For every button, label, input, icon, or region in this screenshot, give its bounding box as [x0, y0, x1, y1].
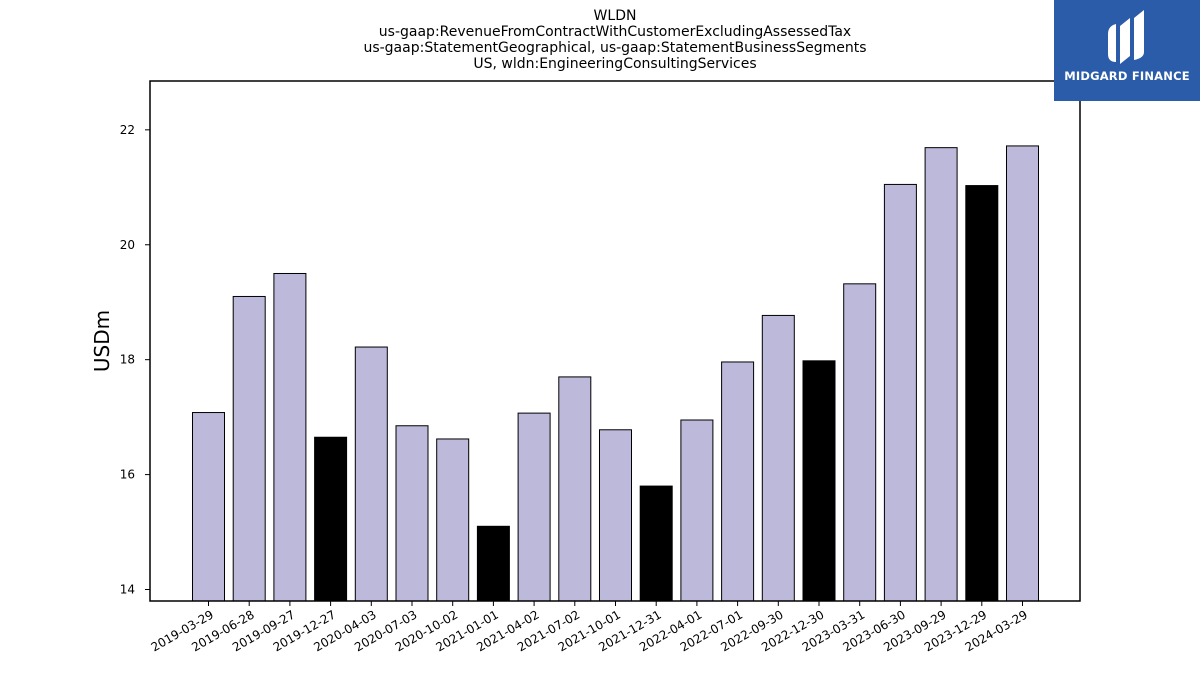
title-ticker: WLDN [593, 8, 637, 24]
bar-2021-10-01 [599, 429, 632, 602]
plot-frame [149, 80, 1081, 602]
y-axis-label: USDm [90, 310, 114, 372]
y-axis: 14 16 18 20 22 [120, 123, 150, 597]
bar-2022-07-01 [721, 361, 755, 602]
bar-2022-12-30 [802, 360, 836, 602]
bar-2019-09-27 [273, 272, 307, 602]
bar-2020-04-03 [354, 346, 388, 602]
bar-2023-06-30 [883, 183, 917, 602]
bar-2022-04-01 [680, 419, 714, 602]
title-concept: us-gaap:RevenueFromContractWithCustomerE… [378, 24, 852, 40]
bar-2019-03-29 [192, 412, 225, 602]
title-members: US, wldn:EngineeringConsultingServices [473, 56, 757, 72]
y-tick-label: 14 [120, 583, 135, 597]
bars-group [192, 145, 1039, 602]
bar-2021-12-31 [639, 485, 673, 602]
y-tick-label: 18 [120, 353, 135, 367]
y-tick-label: 20 [120, 238, 135, 252]
bar-2021-01-01 [476, 525, 510, 602]
bar-2020-10-02 [436, 438, 470, 602]
bar-2023-03-31 [843, 283, 877, 602]
y-tick-label: 22 [120, 123, 135, 137]
midgard-logo-icon [1108, 10, 1144, 64]
bar-2019-12-27 [314, 436, 348, 602]
logo-text: MIDGARD FINANCE [1064, 69, 1190, 83]
title-axes: us-gaap:StatementGeographical, us-gaap:S… [363, 40, 867, 56]
bar-2024-03-29 [1006, 145, 1039, 602]
brand-logo: MIDGARD FINANCE [1054, 0, 1200, 101]
bar-2023-09-29 [924, 147, 958, 602]
bar-2021-07-02 [558, 376, 592, 602]
bar-2021-04-02 [517, 412, 551, 602]
bar-2022-09-30 [761, 314, 795, 602]
x-axis: 2019-03-292019-06-282019-09-272019-12-27… [149, 601, 1030, 654]
bar-2019-06-28 [232, 295, 266, 602]
y-tick-label: 16 [120, 468, 135, 482]
bar-2023-12-29 [965, 185, 999, 602]
bar-2020-07-03 [395, 425, 429, 602]
